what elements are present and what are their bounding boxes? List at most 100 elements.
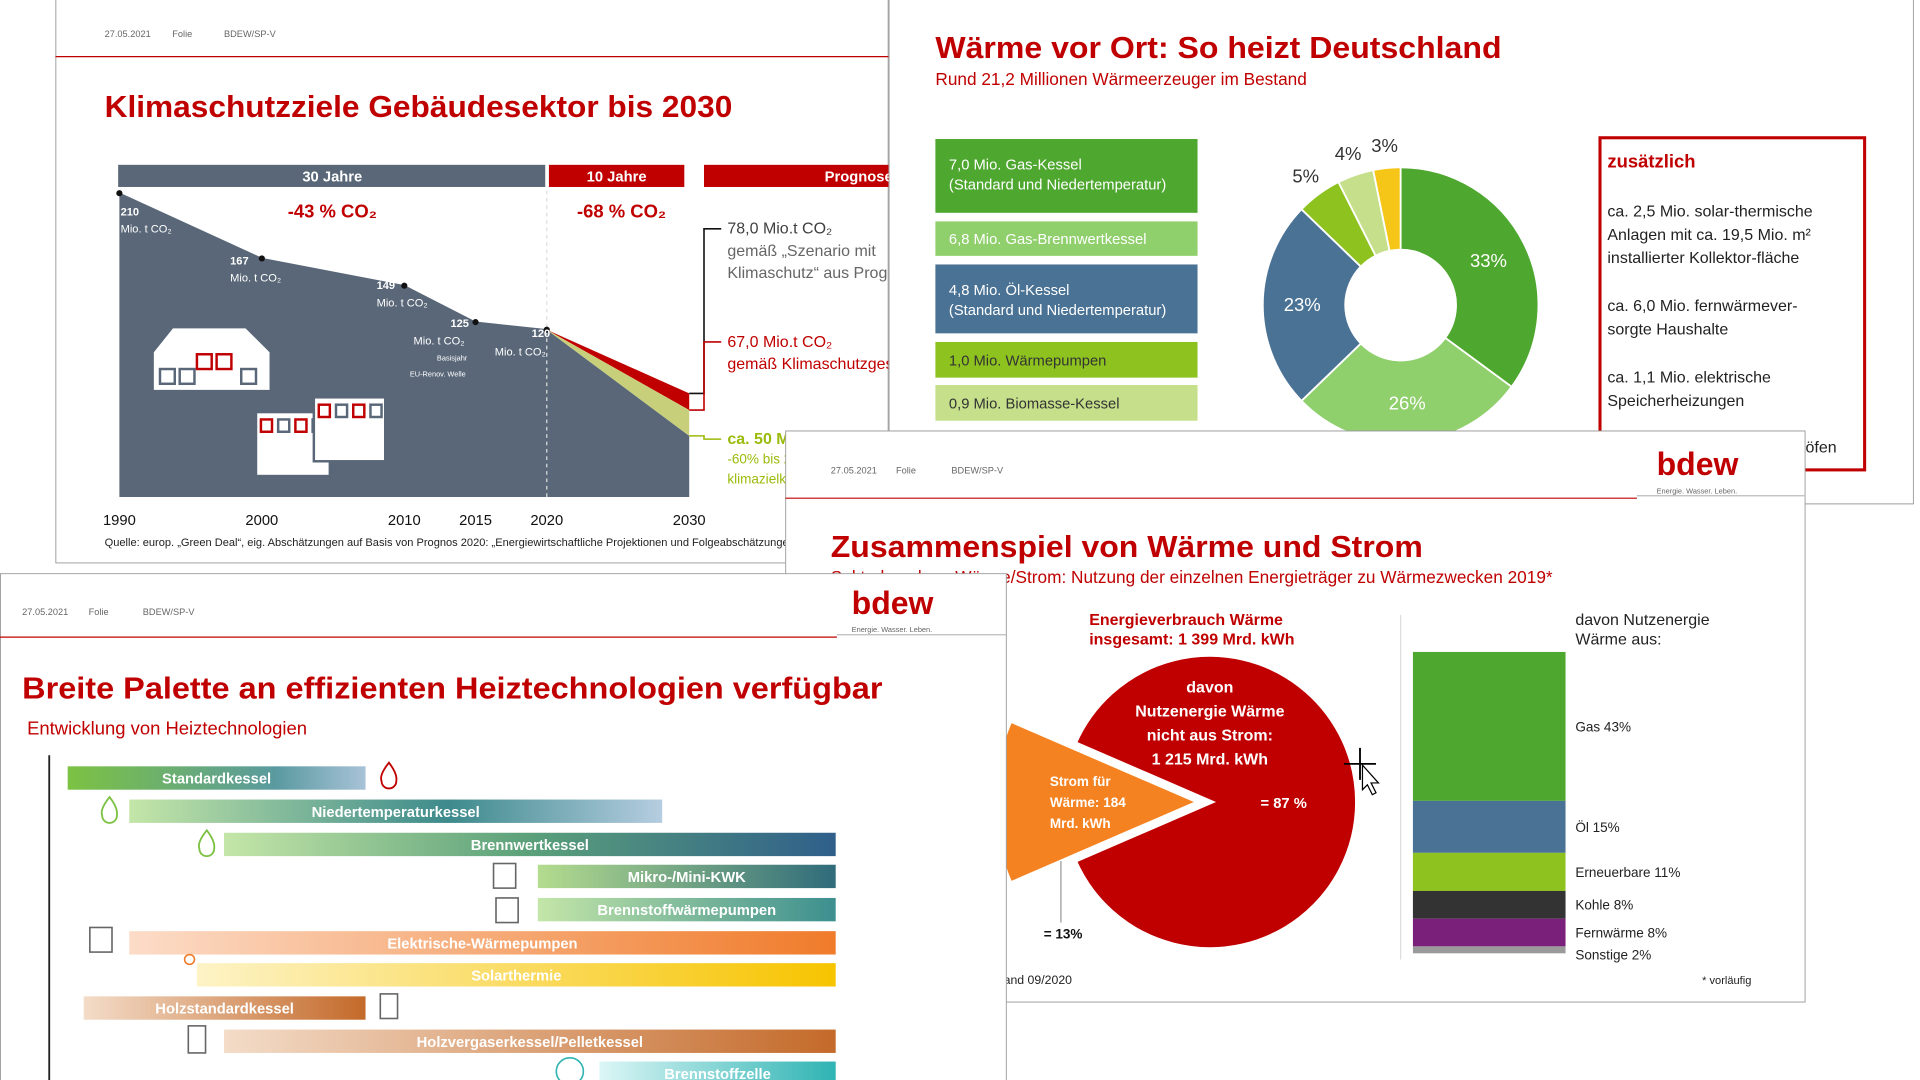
period-band — [548, 164, 685, 187]
pie-title: Energieverbrauch Wärme — [1089, 612, 1283, 629]
pie-title: insgesamt: 1 399 Mrd. kWh — [1089, 632, 1294, 649]
building-window — [294, 418, 308, 433]
device-icon — [187, 1025, 207, 1054]
logo: bdew — [1657, 446, 1739, 482]
prognosis-value: 67,0 Mio.t CO₂ — [727, 334, 832, 351]
device-icon — [379, 993, 399, 1020]
move-cursor — [1344, 747, 1380, 796]
stack-label: Sonstige 2% — [1575, 948, 1651, 963]
emission-unit: Mio. t CO₂ — [377, 297, 428, 309]
period-label: Prognose — [825, 169, 893, 185]
stack-label: Öl 15% — [1575, 820, 1619, 835]
technology-label: Solarthermie — [471, 968, 561, 984]
emission-point — [472, 319, 479, 326]
extra-text: öfen — [1806, 440, 1837, 457]
logo-tagline: Energie. Wasser. Leben. — [1657, 486, 1738, 495]
device-icon — [89, 926, 113, 953]
source-note: Stand 09/2020 — [992, 973, 1072, 987]
x-tick-label: 2030 — [673, 513, 706, 529]
slide-title: Breite Palette an effizienten Heiztechno… — [22, 671, 882, 706]
stack-segment — [1412, 890, 1566, 919]
prognosis-bracket — [689, 435, 722, 440]
slide-title: Wärme vor Ort: So heizt Deutschland — [935, 30, 1501, 65]
technology-label: Brennstoffwärmepumpen — [597, 903, 776, 919]
emission-value: 149 — [377, 280, 395, 292]
stack-label: Erneuerbare 11% — [1575, 865, 1680, 880]
slide-subtitle: Rund 21,2 Millionen Wärmeerzeuger im Bes… — [935, 69, 1306, 89]
emission-value: 210 — [121, 206, 139, 218]
donut-label: 3% — [1371, 135, 1398, 156]
legend-text: (Standard und Niedertemperatur) — [949, 177, 1166, 193]
legend-box — [935, 385, 1198, 421]
extra-text: ca. 6,0 Mio. fernwärmever- — [1607, 298, 1797, 315]
emission-point — [116, 190, 123, 197]
legend-text: (Standard und Niedertemperatur) — [949, 303, 1166, 319]
legend-text: 0,9 Mio. Biomasse-Kessel — [949, 396, 1120, 412]
x-tick-label: 2020 — [530, 513, 563, 529]
pie-text: Nutzenergie Wärme — [1135, 704, 1284, 721]
house-window — [215, 353, 233, 371]
device-icon — [495, 897, 519, 924]
building-window — [259, 418, 274, 433]
sun-icon — [183, 953, 196, 966]
period-label: 30 Jahre — [302, 169, 362, 185]
header-dept: BDEW/SP-V — [224, 29, 277, 39]
emission-point — [543, 326, 550, 333]
stack-segment — [1412, 800, 1566, 853]
donut-segment — [1300, 336, 1513, 444]
slide-frame — [0, 573, 1007, 1080]
stack-heading: davon Nutzenergie — [1575, 612, 1709, 629]
donut-segment — [1372, 166, 1402, 252]
legend-box — [935, 138, 1198, 213]
building-icon — [312, 396, 387, 463]
building-window — [369, 403, 383, 419]
stack-segment — [1412, 946, 1566, 954]
emission-value: 167 — [230, 255, 248, 267]
flame-icon — [198, 828, 216, 857]
stack-label: Kohle 8% — [1575, 898, 1633, 913]
period-label: 10 Jahre — [587, 169, 647, 185]
emission-unit: Mio. t CO₂ — [414, 335, 465, 347]
house-window — [240, 367, 258, 386]
prognosis-bracket — [689, 341, 722, 411]
x-tick-label: 2015 — [459, 513, 492, 529]
donut-label: 26% — [1389, 392, 1426, 413]
prognosis-wedge — [546, 329, 690, 436]
legend-text: 4,8 Mio. Öl-Kessel — [949, 281, 1070, 299]
house-window — [195, 353, 213, 371]
technology-bar — [196, 963, 836, 987]
prognosis-note: Klimaschutz“ aus Prognos — [727, 265, 913, 282]
logo-tagline: Energie. Wasser. Leben. — [852, 625, 933, 634]
legend-text: 1,0 Mio. Wärmepumpen — [949, 353, 1106, 369]
donut-label: 33% — [1470, 250, 1507, 271]
footnote: * vorläufig — [1702, 975, 1751, 987]
pie-text: Wärme: 184 — [1050, 795, 1126, 810]
period-band — [704, 164, 889, 187]
legend-box — [935, 264, 1198, 334]
technology-label: Standardkessel — [162, 772, 271, 788]
pie-value-label: = 13% — [1044, 927, 1083, 942]
building-window — [317, 403, 332, 419]
pie-value-label: = 87 % — [1261, 796, 1307, 812]
slide-technologies: 27.05.2021 Folie BDEW/SP-V bdew Energie. Was… — [0, 573, 1007, 1080]
building-window — [334, 403, 349, 419]
stack-heading: Wärme aus: — [1575, 632, 1661, 649]
technology-label: Brennstoffzelle — [664, 1067, 771, 1080]
cursor-cross — [1344, 747, 1376, 780]
technology-bar — [224, 1029, 836, 1053]
device-icon — [492, 862, 517, 889]
building-window — [276, 418, 291, 433]
emission-point — [258, 255, 265, 262]
reduction-label: -68 % CO₂ — [577, 201, 666, 222]
technology-bar — [224, 832, 836, 857]
emission-point — [401, 282, 408, 289]
stack-segment — [1412, 918, 1566, 947]
technology-label: Holzvergaserkessel/Pelletkessel — [417, 1035, 643, 1051]
technology-label: Elektrische-Wärmepumpen — [387, 936, 577, 952]
technology-bar — [129, 931, 836, 955]
legend-text: 7,0 Mio. Gas-Kessel — [949, 158, 1082, 174]
technology-label: Mikro-/Mini-KWK — [628, 870, 746, 886]
extra-text: ca. 1,1 Mio. elektrische — [1607, 370, 1771, 387]
header-label: Folie — [896, 466, 916, 476]
header-date: 27.05.2021 — [831, 466, 877, 476]
